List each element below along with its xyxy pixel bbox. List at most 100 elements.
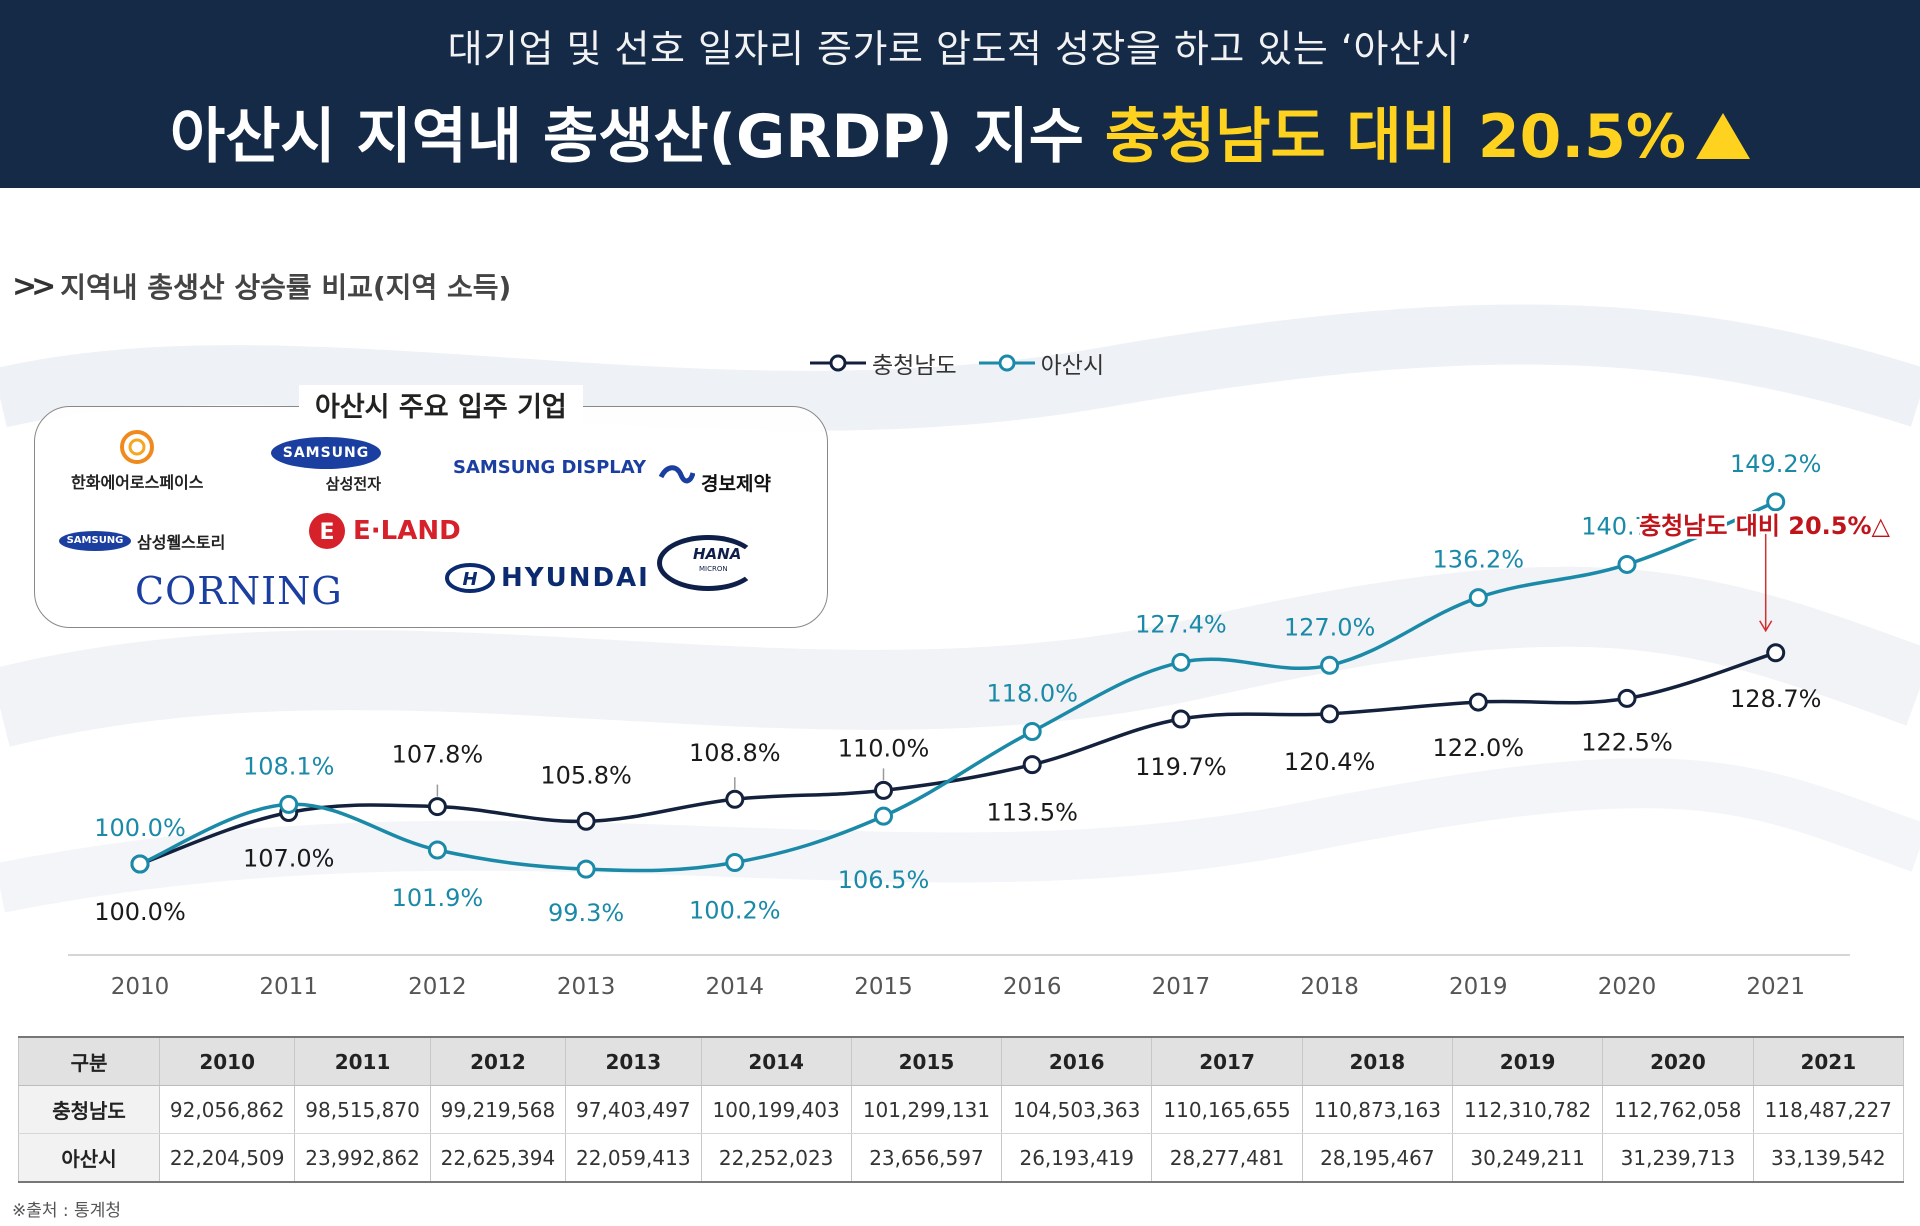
samsung-wellstory-oval-icon: SAMSUNG xyxy=(59,531,131,551)
data-point xyxy=(1022,722,1042,742)
table-cell: 22,625,394 xyxy=(429,1133,567,1183)
data-label: 105.8% xyxy=(540,761,632,789)
data-point xyxy=(1022,755,1042,775)
table-cell: 22,059,413 xyxy=(565,1133,702,1183)
x-tick-label: 2015 xyxy=(854,974,913,1000)
data-label: 107.8% xyxy=(392,741,484,769)
data-label: 128.7% xyxy=(1730,685,1822,713)
x-tick-label: 2016 xyxy=(1003,974,1062,1000)
x-tick-label: 2011 xyxy=(259,974,318,1000)
logo-hyundai: H HYUNDAI xyxy=(445,563,650,593)
series-line-asan xyxy=(139,500,1777,873)
table-cell: 92,056,862 xyxy=(158,1085,296,1134)
data-point xyxy=(1468,588,1488,608)
section-title: >> 지역내 총생산 상승률 비교(지역 소득) xyxy=(12,266,511,306)
data-label: 106.5% xyxy=(838,866,930,894)
logo-samsung-display-text: SAMSUNG DISPLAY xyxy=(453,457,646,478)
x-tick-label: 2017 xyxy=(1152,974,1211,1000)
data-point xyxy=(279,794,299,814)
table-cell: 100,199,403 xyxy=(700,1085,852,1134)
logo-corning-text: CORNING xyxy=(135,569,343,613)
table-cell: 28,277,481 xyxy=(1151,1133,1303,1183)
table-row-label: 충청남도 xyxy=(18,1085,160,1134)
table-row-label: 아산시 xyxy=(18,1133,160,1183)
data-label: 108.8% xyxy=(689,739,781,767)
table-header-year: 2014 xyxy=(700,1036,852,1086)
x-tick-label: 2018 xyxy=(1300,974,1359,1000)
x-tick-label: 2013 xyxy=(557,974,616,1000)
data-point xyxy=(725,853,745,873)
logo-eland: E E·LAND xyxy=(307,511,461,551)
table-cell: 22,252,023 xyxy=(700,1133,852,1183)
data-point xyxy=(576,859,596,879)
data-point xyxy=(1320,655,1340,675)
logo-samsung-wellstory: SAMSUNG 삼성웰스토리 xyxy=(59,529,225,553)
table-header-row: 구분 2010 2011 2012 2013 2014 2015 2016 20… xyxy=(18,1036,1905,1086)
data-label: 100.2% xyxy=(689,897,781,925)
data-point xyxy=(576,811,596,831)
data-point xyxy=(427,840,447,860)
x-tick-label: 2021 xyxy=(1746,974,1805,1000)
data-label: 120.4% xyxy=(1284,748,1376,776)
table-cell: 112,762,058 xyxy=(1602,1085,1754,1134)
header-title-highlight: 충청남도 대비 20.5% xyxy=(1104,102,1686,172)
data-label: 136.2% xyxy=(1433,546,1525,574)
table-cell: 118,487,227 xyxy=(1752,1085,1905,1134)
x-tick-label: 2019 xyxy=(1449,974,1508,1000)
data-table: 구분 2010 2011 2012 2013 2014 2015 2016 20… xyxy=(18,1036,1905,1183)
data-point xyxy=(874,780,893,800)
table-header-year: 2011 xyxy=(294,1036,431,1086)
data-label: 127.4% xyxy=(1135,610,1227,638)
data-label: 118.0% xyxy=(986,680,1078,708)
legend-item-chungnam: 충청남도 xyxy=(810,346,957,380)
header-title: 아산시 지역내 총생산(GRDP) 지수 충청남도 대비 20.5% xyxy=(0,88,1920,175)
series-line-chungnam xyxy=(139,651,1777,866)
annotation-arrow-head-down xyxy=(1759,620,1773,633)
line-chart: 2010 2011 2012 2013 2014 2015 2016 2017 2018 2019… xyxy=(68,450,1893,1000)
logo-hana-text: HANA xyxy=(693,545,742,563)
table-cell: 99,219,568 xyxy=(429,1085,567,1134)
x-tick-label: 2020 xyxy=(1598,974,1657,1000)
logo-hyundai-text: HYUNDAI xyxy=(501,563,650,593)
table-row-chungnam: 충청남도 92,056,862 98,515,870 99,219,568 97… xyxy=(18,1085,1905,1134)
logo-eland-text: E·LAND xyxy=(353,516,461,546)
legend-marker-asan xyxy=(978,354,1035,372)
data-point xyxy=(1617,688,1637,708)
legend-item-asan: 아산시 xyxy=(978,346,1104,380)
logo-samsung-display: SAMSUNG DISPLAY xyxy=(453,457,646,478)
table-cell: 28,195,467 xyxy=(1301,1133,1453,1183)
annotation-arrow-head-up xyxy=(1759,522,1773,535)
svg-text:H: H xyxy=(462,569,477,590)
data-label: 119.7% xyxy=(1135,753,1227,781)
x-tick-label: 2010 xyxy=(111,974,170,1000)
table-cell: 26,193,419 xyxy=(1001,1133,1153,1183)
table-cell: 104,503,363 xyxy=(1001,1085,1153,1134)
hanwha-mark-icon xyxy=(120,430,155,464)
double-chevron-right-icon: >> xyxy=(12,268,56,304)
table-header-year: 2019 xyxy=(1451,1036,1604,1086)
table-header-year: 2013 xyxy=(565,1036,702,1086)
data-label: 101.9% xyxy=(392,884,484,912)
header-banner: 대기업 및 선호 일자리 증가로 압도적 성장을 하고 있는 ‘아산시’ 아산시… xyxy=(0,0,1920,188)
data-point xyxy=(1766,492,1786,512)
hana-ring-icon xyxy=(657,535,759,591)
data-point xyxy=(1171,709,1191,729)
samsung-oval-icon: SAMSUNG xyxy=(271,437,381,469)
table-header-year: 2016 xyxy=(1001,1036,1153,1086)
svg-text:E: E xyxy=(319,520,334,545)
data-point xyxy=(1617,554,1637,574)
kyungbo-mark-icon xyxy=(659,464,695,483)
hyundai-mark-icon: H xyxy=(445,563,495,593)
header-subtitle: 대기업 및 선호 일자리 증가로 압도적 성장을 하고 있는 ‘아산시’ xyxy=(447,27,1473,71)
table-cell: 101,299,131 xyxy=(850,1085,1003,1134)
table-header-year: 2015 xyxy=(850,1036,1003,1086)
table-row-asan: 아산시 22,204,509 23,992,862 22,625,394 22,… xyxy=(18,1133,1905,1183)
logo-corning: CORNING xyxy=(135,569,343,613)
table-header-year: 2018 xyxy=(1301,1036,1453,1086)
background-waves xyxy=(0,304,1920,913)
data-label: 122.0% xyxy=(1433,734,1525,762)
data-label: 107.0% xyxy=(243,844,335,872)
logo-kyungbo-text: 경보제약 xyxy=(701,473,771,495)
companies-title: 아산시 주요 입주 기업 xyxy=(299,385,583,424)
data-point xyxy=(725,789,745,809)
